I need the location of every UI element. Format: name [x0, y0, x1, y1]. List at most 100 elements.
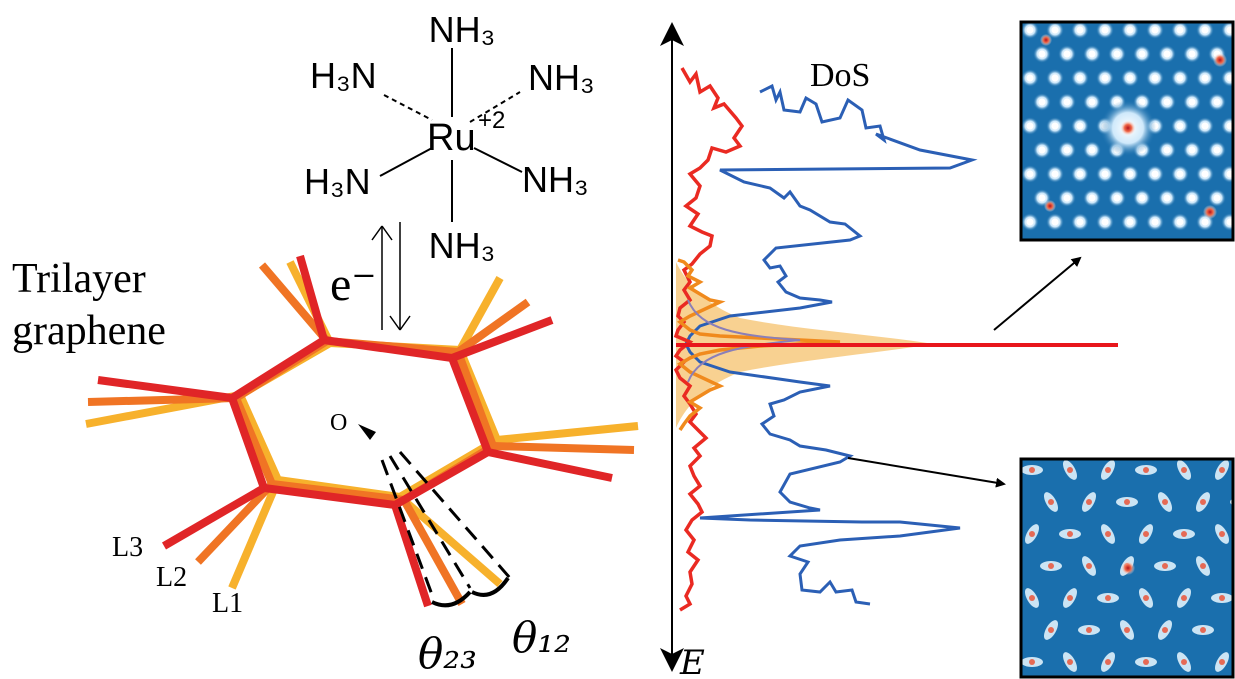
ldos-dot	[1226, 170, 1233, 178]
ligand-lower-right: NH₃	[522, 159, 589, 200]
ldos-hotspot	[1067, 531, 1073, 537]
layer-label-l2: L2	[156, 562, 187, 593]
ldos-hotspot	[1048, 627, 1054, 633]
ldos-dot	[1113, 50, 1121, 58]
ldos-map-bottom-frame	[1019, 457, 1235, 679]
ldos-hotspot	[1181, 659, 1187, 665]
ldos-dot	[1126, 218, 1134, 226]
ligand-upper-right: NH₃	[528, 57, 595, 98]
ldos-dot	[1226, 122, 1233, 130]
ldos-dot	[1188, 146, 1196, 154]
ldos-dot	[1226, 26, 1233, 34]
ldos-hotspot	[1143, 467, 1149, 473]
metal-charge: +2	[478, 107, 505, 134]
ldos-dot	[1038, 50, 1046, 58]
ldos-dot	[1188, 50, 1196, 58]
ldos-dot	[1026, 122, 1034, 130]
origin-marker	[358, 424, 376, 440]
ldos-dot	[1188, 194, 1196, 202]
ldos-dot	[1213, 194, 1221, 202]
ldos-dot	[1163, 194, 1171, 202]
ldos-hotspot	[1219, 531, 1225, 537]
ldos-dot	[1126, 26, 1134, 34]
ldos-hotspot	[1219, 659, 1225, 665]
ldos-dot	[1063, 50, 1071, 58]
red-dos-curve	[673, 67, 745, 612]
ldos-hotspot	[1067, 467, 1073, 473]
ldos-dot	[1088, 50, 1096, 58]
ldos-hotspot	[1086, 499, 1092, 505]
trilayer-title-line2: graphene	[12, 308, 166, 354]
ldos-hotspot	[1105, 659, 1111, 665]
ldos-hotspot	[1181, 595, 1187, 601]
ligand-lower-left: H₃N	[304, 161, 371, 202]
purple-dos-curve	[687, 299, 801, 383]
ldos-hotspot	[1048, 499, 1054, 505]
ldos-hotspot	[1143, 659, 1149, 665]
ldos-dot	[1126, 170, 1134, 178]
ldos-dot	[1101, 26, 1109, 34]
arrow-to-bottom-map	[847, 457, 1006, 488]
ldos-hotspot	[1200, 499, 1206, 505]
ldos-hotspot	[1029, 659, 1035, 665]
energy-axis-label: E	[679, 643, 705, 679]
ldos-hotspot	[1124, 627, 1130, 633]
ldos-dot	[1076, 26, 1084, 34]
ldos-dot	[1101, 218, 1109, 226]
ldos-dot	[1126, 74, 1134, 82]
ldos-dot	[1051, 122, 1059, 130]
ldos-hotspot	[1200, 627, 1206, 633]
ldos-dot	[1213, 98, 1221, 106]
layer-l3	[97, 254, 613, 608]
ldos-dot	[1076, 218, 1084, 226]
ldos-dot	[1063, 194, 1071, 202]
arrow-to-top-map	[993, 256, 1082, 331]
ldos-hotspot	[1029, 595, 1035, 601]
ldos-dot	[1226, 74, 1233, 82]
ligand-bottom: NH₃	[429, 225, 496, 266]
ldos-dot	[1163, 50, 1171, 58]
ldos-dot	[1088, 194, 1096, 202]
ldos-dot	[1213, 146, 1221, 154]
ldos-hotspot	[1162, 499, 1168, 505]
ldos-hotspot	[1219, 467, 1225, 473]
ldos-dot	[1101, 170, 1109, 178]
angle-label-theta23: θ₂₃	[418, 629, 477, 678]
ldos-dot	[1138, 194, 1146, 202]
trilayer-graphene: Trilayer graphene	[12, 254, 639, 678]
angle-construction-lines	[380, 451, 512, 601]
ldos-dot	[1176, 122, 1184, 130]
ldos-dot	[1201, 122, 1209, 130]
ldos-dot	[1076, 170, 1084, 178]
energy-axis-top-arrow	[660, 22, 684, 46]
ldos-dot	[1088, 98, 1096, 106]
energy-axis-bottom-arrow	[660, 648, 684, 672]
angle-brace-12	[471, 576, 510, 597]
dos-plot: E DoS	[660, 22, 1118, 679]
ldos-dot	[1163, 146, 1171, 154]
angle-label-theta12: θ₁₂	[512, 613, 571, 662]
ldos-dot	[1038, 194, 1046, 202]
ldos-dot	[1151, 26, 1159, 34]
ldos-dot	[1151, 170, 1159, 178]
ldos-dot	[1201, 218, 1209, 226]
ldos-hotspot	[1181, 467, 1187, 473]
ldos-dot	[1026, 218, 1034, 226]
ldos-hotspot	[1067, 659, 1073, 665]
ldos-dot	[1176, 218, 1184, 226]
ldos-hotspot	[1200, 563, 1206, 569]
origin-label: O	[330, 410, 347, 436]
ldos-dot	[1101, 74, 1109, 82]
ldos-dot	[1076, 122, 1084, 130]
ldos-dot	[1026, 26, 1034, 34]
ldos-hotspot	[1086, 563, 1092, 569]
ldos-dot	[1051, 218, 1059, 226]
ldos-dot	[1088, 146, 1096, 154]
ldos-dot	[1063, 98, 1071, 106]
ldos-hotspot	[1143, 531, 1149, 537]
ldos-dot	[1188, 98, 1196, 106]
metal-center: Ru	[427, 117, 476, 159]
ldos-dot	[1038, 98, 1046, 106]
ldos-hotspot	[1086, 627, 1092, 633]
angle-brace-23	[431, 590, 472, 608]
